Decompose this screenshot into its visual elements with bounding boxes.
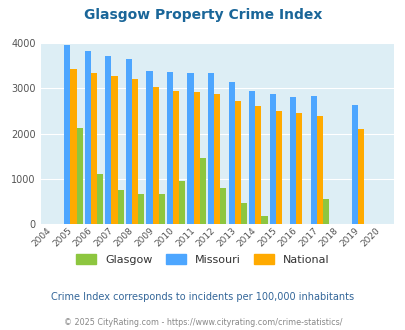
Bar <box>234 101 240 224</box>
Bar <box>91 73 97 224</box>
Bar <box>111 77 117 224</box>
Bar <box>77 128 83 224</box>
Bar <box>290 97 296 224</box>
Text: © 2025 CityRating.com - https://www.cityrating.com/crime-statistics/: © 2025 CityRating.com - https://www.city… <box>64 318 341 327</box>
Bar <box>269 94 275 224</box>
Bar <box>132 79 138 224</box>
Bar <box>138 194 144 224</box>
Bar <box>158 194 164 224</box>
Bar <box>70 69 77 224</box>
Bar <box>117 190 124 224</box>
Bar <box>193 92 199 224</box>
Bar <box>126 59 132 224</box>
Bar <box>64 45 70 224</box>
Bar <box>97 175 103 224</box>
Bar <box>248 91 255 224</box>
Bar <box>296 113 302 224</box>
Bar <box>322 199 328 224</box>
Bar <box>199 158 205 224</box>
Text: Crime Index corresponds to incidents per 100,000 inhabitants: Crime Index corresponds to incidents per… <box>51 292 354 302</box>
Bar <box>351 105 357 224</box>
Legend: Glasgow, Missouri, National: Glasgow, Missouri, National <box>72 250 333 269</box>
Text: Glasgow Property Crime Index: Glasgow Property Crime Index <box>83 8 322 22</box>
Bar <box>357 129 363 224</box>
Bar <box>207 73 213 224</box>
Bar <box>187 73 193 224</box>
Bar <box>261 216 267 224</box>
Bar <box>179 181 185 224</box>
Bar <box>152 87 158 224</box>
Bar <box>255 106 261 224</box>
Bar <box>275 112 281 224</box>
Bar <box>220 188 226 224</box>
Bar <box>240 203 246 224</box>
Bar <box>166 72 173 224</box>
Bar <box>85 50 91 224</box>
Bar <box>228 82 234 224</box>
Bar <box>146 71 152 224</box>
Bar <box>105 56 111 224</box>
Bar <box>316 116 322 224</box>
Bar <box>310 95 316 224</box>
Bar <box>213 94 220 224</box>
Bar <box>173 90 179 224</box>
